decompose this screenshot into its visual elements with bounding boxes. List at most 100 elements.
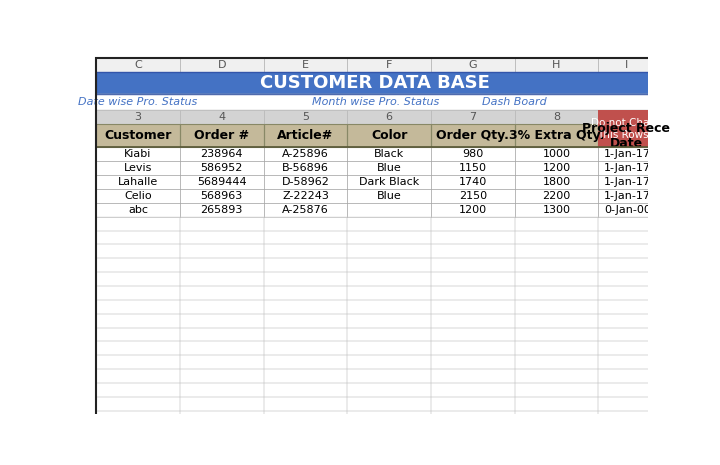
Bar xyxy=(96,161,180,175)
Text: F: F xyxy=(386,60,392,70)
Bar xyxy=(431,175,515,189)
Bar xyxy=(96,328,180,341)
Bar xyxy=(347,245,431,259)
Bar xyxy=(180,175,264,189)
Bar xyxy=(180,217,264,231)
Bar xyxy=(431,111,515,124)
Bar xyxy=(347,58,431,72)
Bar xyxy=(431,272,515,286)
Bar xyxy=(347,217,431,231)
Text: D: D xyxy=(217,60,226,70)
Text: 2200: 2200 xyxy=(542,191,571,201)
Bar xyxy=(180,286,264,300)
Bar xyxy=(598,397,654,411)
Text: Celio: Celio xyxy=(125,191,152,201)
Text: 1200: 1200 xyxy=(542,163,571,173)
Text: 8: 8 xyxy=(553,113,560,122)
Bar xyxy=(347,300,431,314)
Bar xyxy=(598,341,654,355)
Bar xyxy=(431,314,515,328)
Bar xyxy=(96,93,654,111)
Text: Dash Board: Dash Board xyxy=(482,97,547,107)
Bar xyxy=(347,111,431,124)
Bar xyxy=(347,341,431,355)
Bar xyxy=(431,286,515,300)
Bar xyxy=(431,147,515,161)
Bar xyxy=(515,189,598,203)
Bar xyxy=(347,189,431,203)
Bar xyxy=(515,369,598,383)
Bar xyxy=(431,161,515,175)
Bar xyxy=(96,397,180,411)
Bar xyxy=(96,355,180,369)
Bar xyxy=(431,411,515,425)
Bar xyxy=(264,411,347,425)
Text: A-25896: A-25896 xyxy=(282,149,329,159)
Text: Month wise Pro. Status: Month wise Pro. Status xyxy=(312,97,438,107)
Bar xyxy=(431,341,515,355)
Bar xyxy=(96,369,180,383)
Bar xyxy=(347,411,431,425)
Bar xyxy=(264,383,347,397)
Text: 1-Jan-17: 1-Jan-17 xyxy=(604,149,651,159)
Bar xyxy=(347,203,431,217)
Bar xyxy=(347,355,431,369)
Bar xyxy=(598,245,654,259)
Bar xyxy=(264,147,347,161)
Text: B-56896: B-56896 xyxy=(282,163,329,173)
Text: CUSTOMER DATA BASE: CUSTOMER DATA BASE xyxy=(260,74,490,92)
Bar xyxy=(431,245,515,259)
Text: 3% Extra Qty.: 3% Extra Qty. xyxy=(509,129,604,142)
Bar xyxy=(347,147,431,161)
Text: Blue: Blue xyxy=(377,163,402,173)
Bar xyxy=(264,397,347,411)
Text: Do not Chan
This Rows: Do not Chan This Rows xyxy=(590,118,656,140)
Bar xyxy=(515,111,598,124)
Bar xyxy=(347,397,431,411)
Bar xyxy=(515,147,598,161)
Text: Blue: Blue xyxy=(377,191,402,201)
Bar xyxy=(598,58,654,72)
Text: Black: Black xyxy=(374,149,404,159)
Bar xyxy=(264,124,347,147)
Bar xyxy=(180,411,264,425)
Bar xyxy=(515,259,598,272)
Bar xyxy=(431,217,515,231)
Text: 586952: 586952 xyxy=(201,163,243,173)
Bar xyxy=(598,203,654,217)
Bar xyxy=(264,369,347,383)
Bar xyxy=(515,217,598,231)
Bar xyxy=(347,272,431,286)
Bar xyxy=(347,383,431,397)
Bar xyxy=(515,383,598,397)
Text: abc: abc xyxy=(128,205,148,215)
Bar xyxy=(180,272,264,286)
Bar xyxy=(598,272,654,286)
Bar xyxy=(515,286,598,300)
Text: 5689444: 5689444 xyxy=(197,177,246,187)
Bar xyxy=(347,124,431,147)
Bar xyxy=(180,314,264,328)
Bar xyxy=(180,147,264,161)
Bar xyxy=(96,286,180,300)
Bar xyxy=(515,328,598,341)
Text: Order #: Order # xyxy=(194,129,249,142)
Bar xyxy=(96,259,180,272)
Bar xyxy=(264,328,347,341)
Text: I: I xyxy=(625,60,628,70)
Bar xyxy=(431,355,515,369)
Text: 568963: 568963 xyxy=(201,191,243,201)
Text: 1-Jan-17: 1-Jan-17 xyxy=(604,191,651,201)
Bar xyxy=(264,341,347,355)
Bar xyxy=(96,272,180,286)
Bar xyxy=(515,124,598,147)
Text: 1-Jan-17: 1-Jan-17 xyxy=(604,163,651,173)
Bar xyxy=(264,355,347,369)
Bar xyxy=(264,203,347,217)
Text: Color: Color xyxy=(371,129,408,142)
Bar xyxy=(598,231,654,245)
Bar xyxy=(264,259,347,272)
Text: 4: 4 xyxy=(218,113,225,122)
Bar xyxy=(180,341,264,355)
Bar xyxy=(431,369,515,383)
